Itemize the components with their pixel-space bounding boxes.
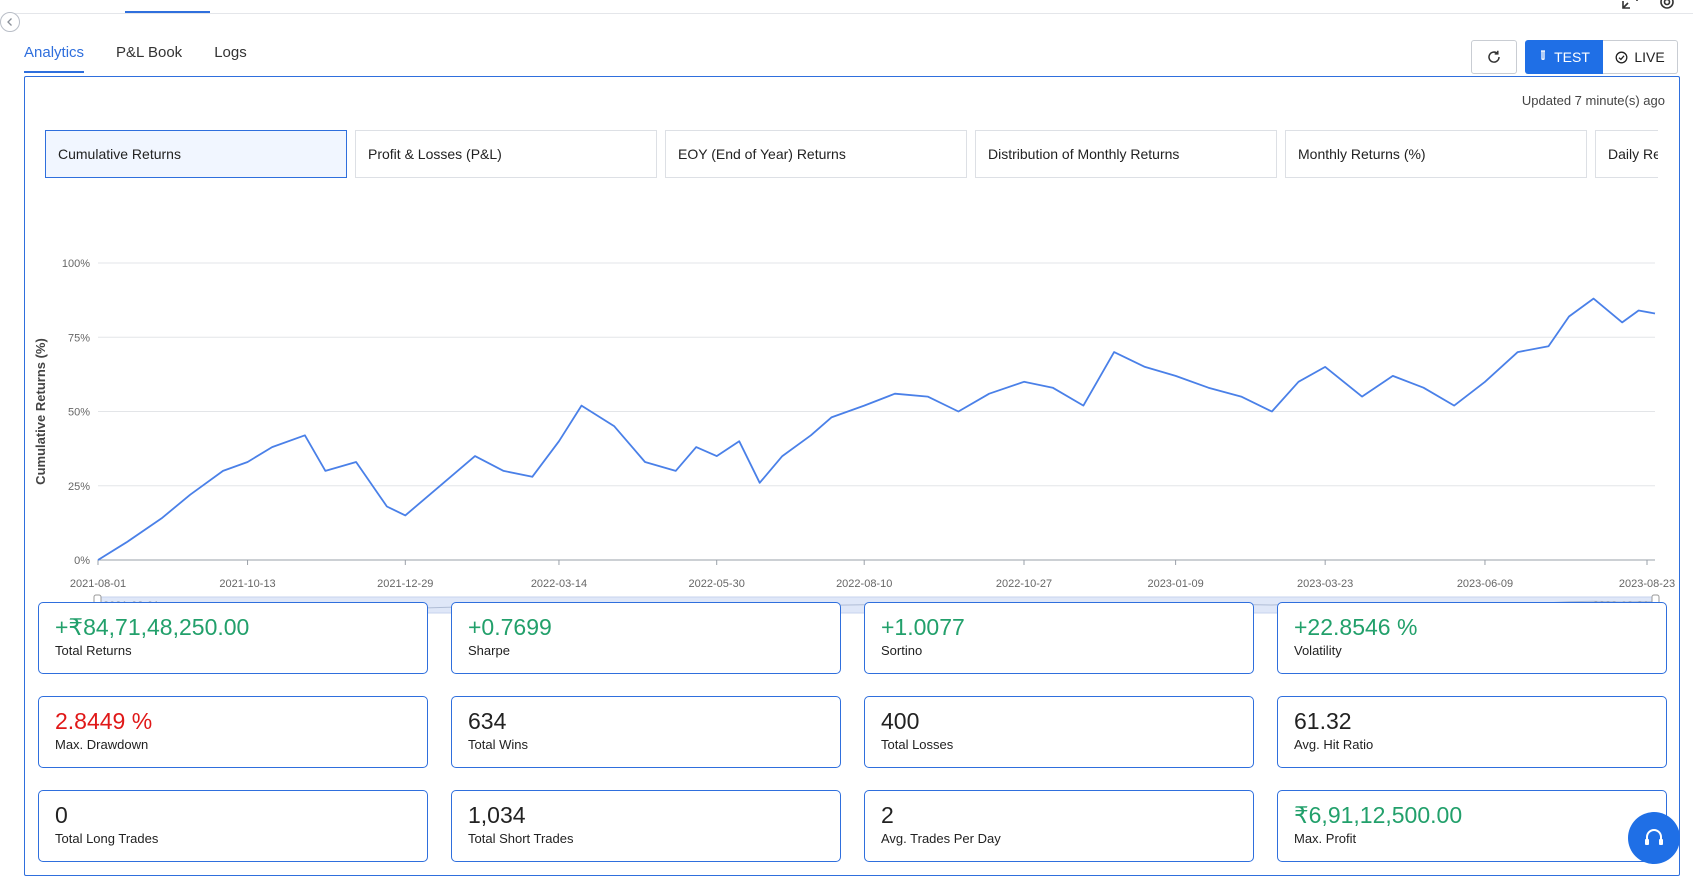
metric-card: 2.8449 % Max. Drawdown [38, 696, 428, 768]
x-tick-label: 2021-08-01 [70, 578, 126, 590]
metric-value: 400 [881, 708, 920, 734]
x-tick-label: 2022-05-30 [689, 578, 745, 590]
live-mode-button[interactable]: LIVE [1603, 40, 1678, 74]
metric-card: +0.7699 Sharpe [451, 602, 841, 674]
x-tick-label: 2023-03-23 [1297, 578, 1353, 590]
metric-label: Total Short Trades [468, 831, 574, 846]
metric-card: ₹6,91,12,500.00 Max. Profit [1277, 790, 1667, 862]
metric-label: Max. Drawdown [55, 737, 149, 752]
chart-tab-cumulative-returns[interactable]: Cumulative Returns [45, 130, 347, 178]
metric-card: 2 Avg. Trades Per Day [864, 790, 1254, 862]
metric-card: 61.32 Avg. Hit Ratio [1277, 696, 1667, 768]
metric-value: 634 [468, 708, 507, 734]
metric-label: Avg. Trades Per Day [881, 831, 1001, 846]
metric-value: 2.8449 % [55, 708, 153, 734]
metric-label: Total Returns [55, 643, 132, 658]
refresh-icon [1488, 50, 1500, 63]
cumulative-returns-line [97, 297, 1656, 561]
top-nav-active-indicator [125, 11, 210, 13]
chart-tab-strip: Cumulative Returns Profit & Losses (P&L)… [45, 130, 1658, 178]
flask-icon [1541, 50, 1546, 60]
tab-analytics[interactable]: Analytics [24, 44, 85, 73]
x-tick-label: 2023-01-09 [1147, 578, 1203, 590]
metric-card: 634 Total Wins [451, 696, 841, 768]
metric-label: Volatility [1294, 643, 1342, 658]
y-tick-label: 50% [68, 407, 90, 419]
cumulative-returns-chart: 0% 25% 50% 75% 100% 2021-08-01 2021-10-13 2021-… [33, 258, 1675, 616]
chart-tab-eoy-returns[interactable]: EOY (End of Year) Returns [665, 130, 967, 178]
x-tick-label: 2021-12-29 [377, 578, 433, 590]
metric-label: Avg. Hit Ratio [1294, 737, 1374, 752]
metric-card: 1,034 Total Short Trades [451, 790, 841, 862]
metric-value: ₹6,91,12,500.00 [1294, 802, 1463, 828]
top-right-icons [1613, 0, 1693, 12]
x-tick-label: 2022-03-14 [531, 578, 587, 590]
gear-icon[interactable] [1657, 0, 1677, 12]
chart-tab-profit-losses[interactable]: Profit & Losses (P&L) [355, 130, 657, 178]
chart-tab-daily-returns[interactable]: Daily Returns [1595, 130, 1658, 178]
top-divider [10, 13, 1693, 14]
metric-value: 0 [55, 802, 68, 828]
metric-label: Sharpe [468, 643, 510, 658]
y-axis-label: Cumulative Returns (%) [33, 338, 48, 485]
y-tick-label: 100% [62, 258, 90, 270]
metric-value: +0.7699 [468, 614, 552, 640]
tab-logs[interactable]: Logs [214, 44, 247, 61]
metric-value: 2 [881, 802, 894, 828]
x-tick-label: 2022-10-27 [996, 578, 1052, 590]
check-circle-icon [1615, 51, 1628, 63]
x-tick-label: 2022-08-10 [836, 578, 892, 590]
headset-icon [1645, 829, 1663, 845]
metric-label: Total Wins [468, 737, 528, 752]
main-tabs: Analytics P&L Book Logs [24, 44, 247, 73]
expand-icon[interactable] [1621, 0, 1639, 10]
metric-card: +₹84,71,48,250.00 Total Returns [38, 602, 428, 674]
chart-tab-monthly-distribution[interactable]: Distribution of Monthly Returns [975, 130, 1277, 178]
metric-value: 1,034 [468, 802, 526, 828]
metric-value: +1.0077 [881, 614, 965, 640]
chevron-left-icon [7, 18, 12, 26]
y-tick-label: 75% [68, 332, 90, 344]
live-mode-label: LIVE [1634, 49, 1665, 65]
tab-pl-book[interactable]: P&L Book [116, 44, 183, 61]
metric-card: 400 Total Losses [864, 696, 1254, 768]
test-mode-label: TEST [1554, 49, 1590, 65]
chart-tab-monthly-returns[interactable]: Monthly Returns (%) [1285, 130, 1587, 178]
x-tick-label: 2023-06-09 [1457, 578, 1513, 590]
metric-card: +1.0077 Sortino [864, 602, 1254, 674]
metric-value: 61.32 [1294, 708, 1352, 734]
test-mode-button[interactable]: TEST [1525, 40, 1603, 74]
y-tick-label: 0% [74, 555, 90, 567]
y-tick-label: 25% [68, 481, 90, 493]
updated-timestamp: Updated 7 minute(s) ago [1521, 93, 1665, 108]
analytics-panel: Updated 7 minute(s) ago Cumulative Retur… [24, 76, 1680, 876]
metric-value: +₹84,71,48,250.00 [55, 614, 250, 640]
metric-label: Total Losses [881, 737, 954, 752]
sidebar-collapse-button[interactable] [0, 12, 20, 32]
support-chat-button[interactable] [1628, 812, 1680, 864]
x-tick-label: 2023-08-23 [1619, 578, 1675, 590]
metric-card: +22.8546 % Volatility [1277, 602, 1667, 674]
x-tick-label: 2021-10-13 [219, 578, 275, 590]
metric-label: Sortino [881, 643, 923, 658]
metric-label: Max. Profit [1294, 831, 1357, 846]
metric-value: +22.8546 % [1294, 614, 1418, 640]
metric-label: Total Long Trades [55, 831, 159, 846]
refresh-button[interactable] [1471, 40, 1517, 74]
metric-card: 0 Total Long Trades [38, 790, 428, 862]
